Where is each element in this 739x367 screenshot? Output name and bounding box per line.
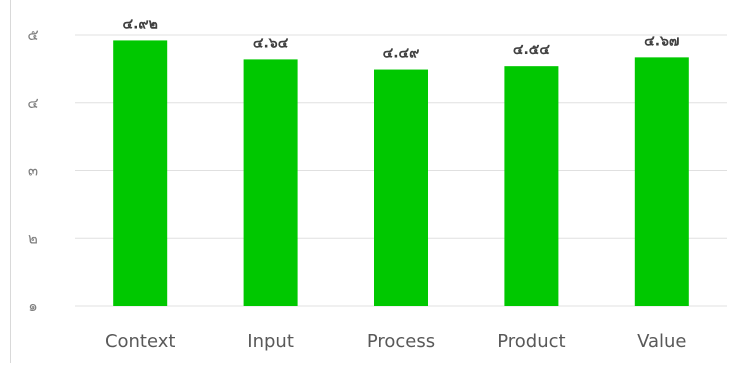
x-tick-label: Value: [637, 331, 686, 352]
y-axis-ticks: ๑ ๒ ๓ ๔ ๕: [27, 26, 38, 315]
value-label: ๔.๖๔: [253, 35, 289, 51]
x-tick-label: Input: [247, 331, 294, 352]
value-label: ๔.๕๔: [513, 42, 551, 58]
bar-product: [504, 66, 559, 306]
value-labels: ๔.๙๒๔.๖๔๔.๔๙ ๔.๕๔ ๔.๖๗: [122, 16, 679, 61]
y-tick-label: ๕: [27, 26, 38, 44]
value-label: ๔.๙๒: [122, 16, 157, 32]
bar-context: [113, 40, 168, 307]
x-tick-label: Context: [105, 331, 176, 352]
y-tick-label: ๓: [28, 162, 38, 180]
x-axis-ticks: Context Input Process Product Value: [105, 331, 687, 352]
value-label: ๔.๔๙: [383, 46, 420, 62]
bars: [113, 40, 689, 307]
left-border: [10, 0, 11, 363]
bar-input: [243, 59, 298, 306]
value-label: ๔.๖๗: [644, 33, 679, 49]
x-tick-label: Product: [497, 331, 565, 352]
y-tick-label: ๔: [27, 94, 38, 112]
bar-process: [374, 69, 428, 307]
y-tick-label: ๑: [28, 297, 38, 315]
x-tick-label: Process: [367, 331, 435, 352]
bar-value: [634, 57, 689, 306]
y-tick-label: ๒: [28, 229, 38, 247]
